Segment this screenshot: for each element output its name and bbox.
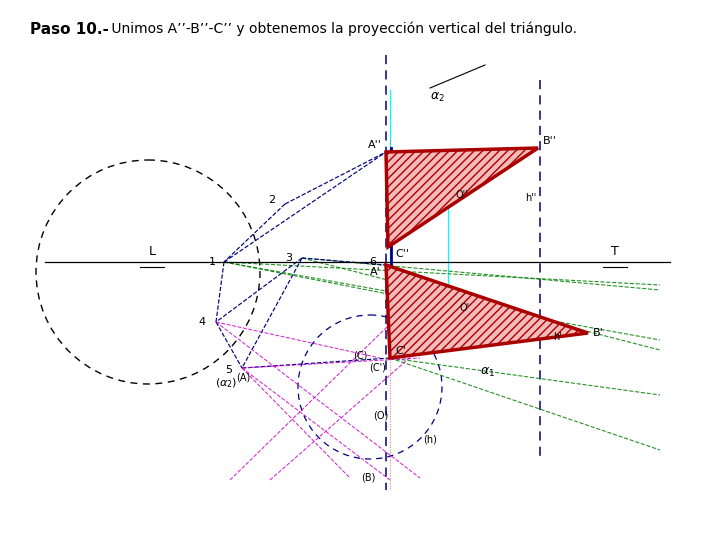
Text: $\alpha_1$: $\alpha_1$ bbox=[480, 366, 495, 379]
Text: h'': h'' bbox=[525, 193, 536, 203]
Text: $(\alpha_2)$: $(\alpha_2)$ bbox=[215, 376, 237, 389]
Text: Paso 10.-: Paso 10.- bbox=[30, 22, 109, 37]
Text: 6: 6 bbox=[369, 257, 376, 267]
Text: (B): (B) bbox=[361, 472, 375, 482]
Text: $\alpha_2$: $\alpha_2$ bbox=[430, 91, 445, 104]
Text: A': A' bbox=[370, 267, 381, 277]
Text: C': C' bbox=[395, 346, 406, 356]
Text: O': O' bbox=[460, 303, 470, 313]
Text: 1: 1 bbox=[209, 257, 216, 267]
Text: 5: 5 bbox=[225, 365, 232, 375]
Text: (A): (A) bbox=[235, 373, 250, 383]
Text: C'': C'' bbox=[395, 249, 409, 259]
Text: B'': B'' bbox=[543, 136, 557, 146]
Text: O'': O'' bbox=[455, 190, 467, 200]
Text: (C'): (C') bbox=[369, 362, 386, 372]
Text: h': h' bbox=[553, 332, 562, 342]
Polygon shape bbox=[386, 148, 538, 247]
Text: 2: 2 bbox=[268, 195, 275, 205]
Text: (C): (C) bbox=[354, 350, 368, 360]
Text: 4: 4 bbox=[199, 317, 206, 327]
Text: 3: 3 bbox=[285, 253, 292, 263]
Text: T: T bbox=[611, 245, 619, 258]
Polygon shape bbox=[386, 265, 588, 358]
Text: (O): (O) bbox=[373, 410, 388, 420]
Text: L: L bbox=[148, 245, 156, 258]
Text: (h): (h) bbox=[423, 435, 437, 445]
Text: Unimos A’’-B’’-C’’ y obtenemos la proyección vertical del triángulo.: Unimos A’’-B’’-C’’ y obtenemos la proyec… bbox=[107, 22, 577, 37]
Text: B': B' bbox=[593, 328, 604, 338]
Text: A'': A'' bbox=[368, 140, 382, 150]
